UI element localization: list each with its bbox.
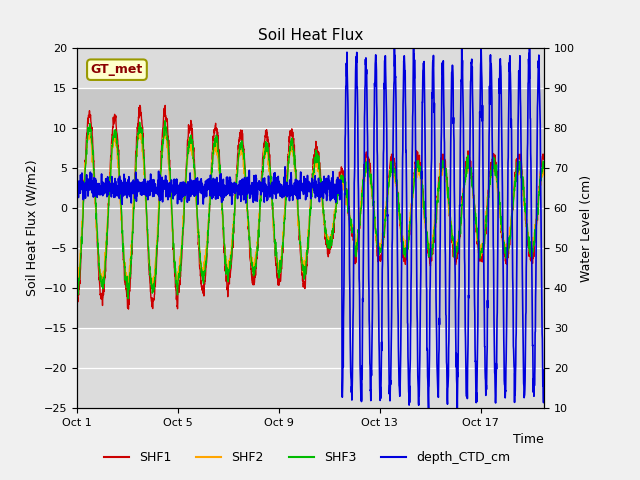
Legend: SHF1, SHF2, SHF3, depth_CTD_cm: SHF1, SHF2, SHF3, depth_CTD_cm bbox=[99, 446, 515, 469]
Text: GT_met: GT_met bbox=[91, 63, 143, 76]
Bar bbox=[77, 88, 544, 328]
Y-axis label: Water Level (cm): Water Level (cm) bbox=[580, 174, 593, 282]
Y-axis label: Soil Heat Flux (W/m2): Soil Heat Flux (W/m2) bbox=[25, 160, 38, 296]
Title: Soil Heat Flux: Soil Heat Flux bbox=[258, 28, 363, 43]
X-axis label: Time: Time bbox=[513, 433, 544, 446]
